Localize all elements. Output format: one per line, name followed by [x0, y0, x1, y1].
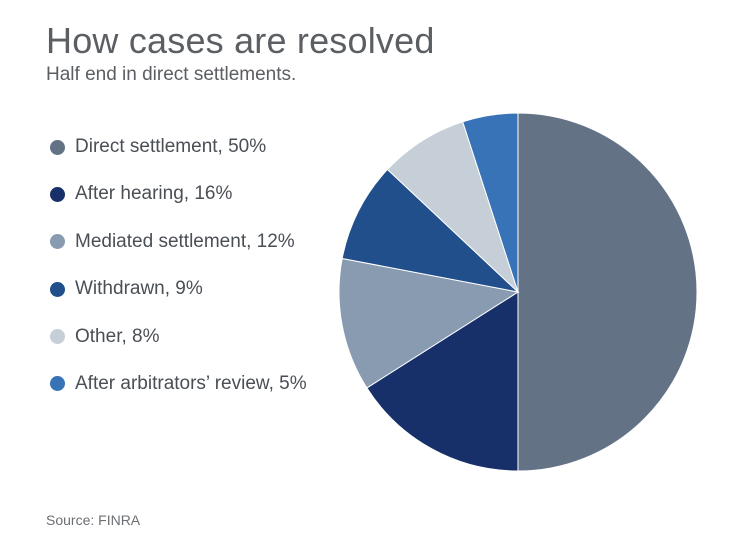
- legend-swatch: [50, 329, 65, 345]
- legend-label: Other, 8%: [75, 325, 160, 347]
- pie-slice-after-arbitrators-review: [462, 112, 519, 293]
- pie-slice-other: [386, 121, 519, 293]
- legend-item-withdrawn: Withdrawn, 9%: [50, 277, 307, 301]
- pie-slice-direct-settlement: [517, 112, 698, 472]
- legend-swatch: [50, 234, 65, 250]
- legend-item-mediated-settlement: Mediated settlement, 12%: [50, 230, 307, 254]
- pie-slice-after-hearing: [366, 291, 519, 472]
- legend-swatch: [50, 376, 65, 392]
- legend-label: After arbitrators’ review, 5%: [75, 372, 307, 394]
- legend-item-direct-settlement: Direct settlement, 50%: [50, 135, 307, 159]
- chart-subtitle: Half end in direct settlements.: [46, 64, 297, 85]
- legend-item-after-arbitrators-review: After arbitrators’ review, 5%: [50, 372, 307, 396]
- legend-swatch: [50, 281, 65, 297]
- legend-label: Withdrawn, 9%: [75, 278, 203, 300]
- legend-swatch: [50, 186, 65, 202]
- legend-item-after-hearing: After hearing, 16%: [50, 182, 307, 206]
- legend-swatch: [50, 139, 65, 155]
- legend-label: Mediated settlement, 12%: [75, 230, 295, 252]
- legend-item-other: Other, 8%: [50, 325, 307, 349]
- chart-legend: Direct settlement, 50% After hearing, 16…: [50, 135, 307, 419]
- source-note: Source: FINRA: [46, 512, 141, 528]
- legend-label: Direct settlement, 50%: [75, 136, 267, 157]
- pie-chart: [338, 112, 698, 472]
- legend-label: After hearing, 16%: [75, 183, 233, 205]
- pie-slice-mediated-settlement: [338, 257, 520, 389]
- chart-title: How cases are resolved: [46, 20, 435, 61]
- pie-slice-withdrawn: [341, 168, 520, 293]
